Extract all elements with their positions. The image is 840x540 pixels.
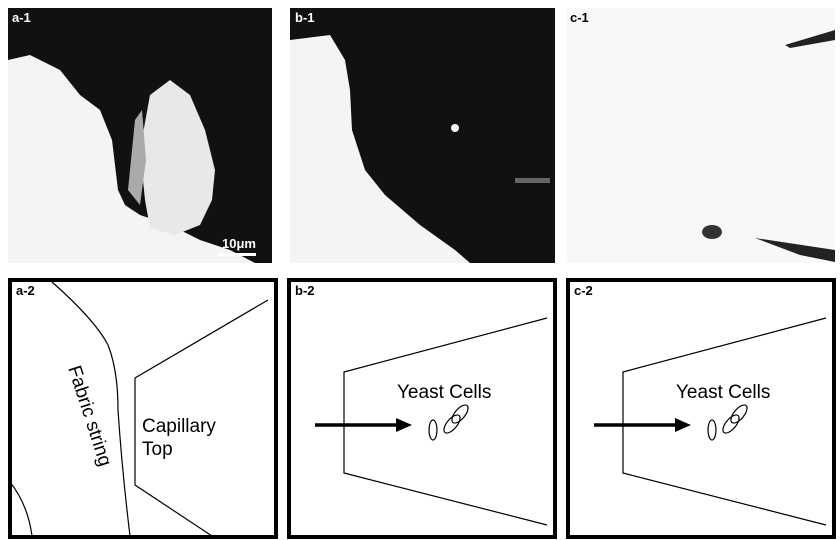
figure: a-1 10μm b-1 c-1 a-2 Fabric string Capil… [0, 0, 840, 540]
annotation: Fabric string [63, 363, 115, 469]
panel-label: b-2 [295, 283, 315, 298]
scale-bar-label: 10μm [222, 236, 256, 251]
schematic-b2: b-2 Yeast Cells [289, 280, 555, 537]
panel-label: c-2 [574, 283, 593, 298]
schematic-a2: a-2 Fabric string Capillary Top [10, 280, 276, 537]
panel-label: b-1 [295, 10, 315, 25]
schematic-c2: c-2 Yeast Cells [568, 280, 834, 537]
micrograph-c1: c-1 [567, 8, 835, 263]
annotation: Yeast Cells [676, 382, 770, 403]
annotation: Capillary [142, 416, 216, 437]
panel-label: a-1 [12, 10, 31, 25]
micrograph-a1: a-1 10μm [8, 8, 272, 263]
annotation: Yeast Cells [397, 382, 491, 403]
annotation: Top [142, 439, 173, 460]
panel-label: a-2 [16, 283, 35, 298]
micrograph-b1: b-1 [290, 8, 555, 263]
panel-label: c-1 [570, 10, 589, 25]
page: a-1 10μm b-1 c-1 a-2 Fabric string Capil… [0, 0, 840, 540]
